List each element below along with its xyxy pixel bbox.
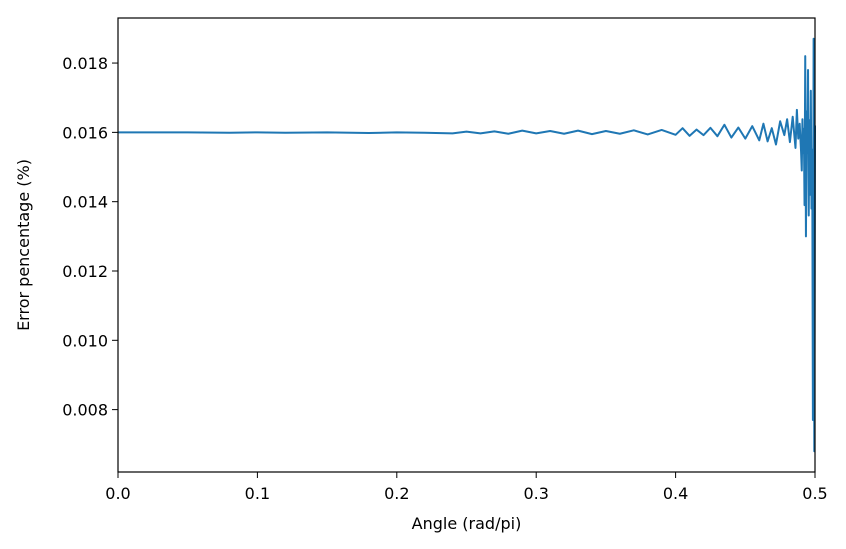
y-tick-label: 0.010 [62,331,108,350]
y-tick-label: 0.016 [62,123,108,142]
x-axis-label: Angle (rad/pi) [412,514,522,533]
x-tick-label: 0.0 [105,484,130,503]
x-tick-label: 0.4 [663,484,688,503]
x-tick-label: 0.5 [802,484,827,503]
x-axis: 0.0 0.1 0.2 0.3 0.4 0.5 [105,472,828,503]
x-tick-label: 0.1 [245,484,270,503]
y-axis-label: Error pencentage (%) [14,159,33,331]
y-tick-label: 0.012 [62,262,108,281]
axes-frame [117,17,816,473]
plot-area [118,37,816,453]
series-line [118,37,816,453]
x-tick-label: 0.2 [384,484,409,503]
y-tick-label: 0.014 [62,193,108,212]
y-tick-label: 0.008 [62,401,108,420]
y-tick-label: 0.018 [62,54,108,73]
y-axis: 0.008 0.010 0.012 0.014 0.016 0.018 [62,54,118,420]
x-tick-label: 0.3 [523,484,548,503]
